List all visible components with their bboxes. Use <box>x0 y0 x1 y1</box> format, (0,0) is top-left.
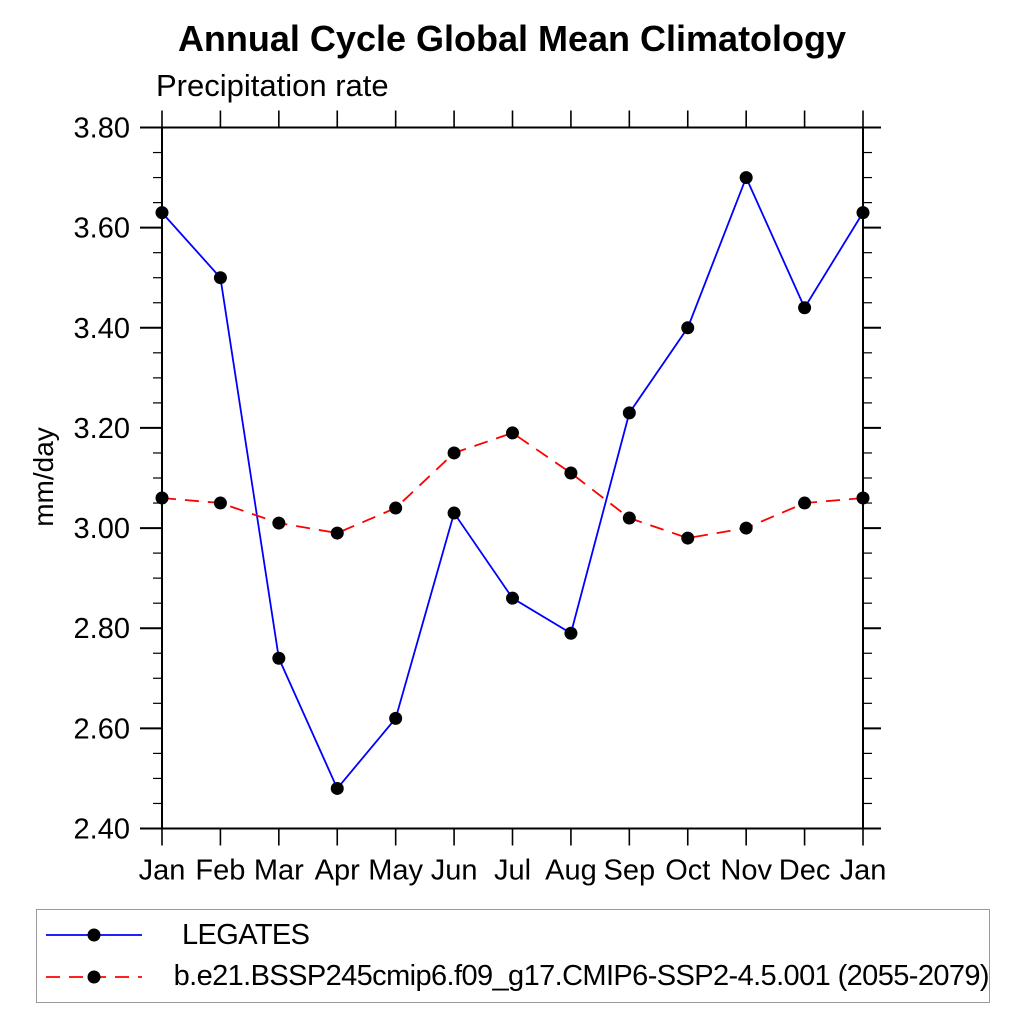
x-tick-label: Apr <box>315 855 360 887</box>
series-1 <box>155 426 870 545</box>
x-tick-label: Jan <box>139 855 186 887</box>
data-point <box>798 496 812 510</box>
x-tick-label: Jan <box>840 855 887 887</box>
data-point <box>330 526 344 540</box>
data-point <box>622 511 636 525</box>
data-point <box>622 406 636 420</box>
y-tick-label: 3.80 <box>74 113 130 145</box>
legend-label-observation: LEGATES <box>182 918 310 951</box>
data-point <box>447 506 461 520</box>
data-point <box>272 651 286 665</box>
x-tick-label: May <box>368 855 423 887</box>
x-tick-label: Aug <box>545 855 597 887</box>
data-point <box>856 491 870 505</box>
series-line-0 <box>161 175 864 791</box>
x-tick-label: Dec <box>779 855 831 887</box>
x-tick-label: Jun <box>431 855 478 887</box>
y-tick-label: 2.40 <box>74 814 130 846</box>
data-point <box>213 496 227 510</box>
legend-line-sample-solid <box>46 928 142 942</box>
y-tick-label: 2.60 <box>74 713 130 745</box>
legend-entry-model: b.e21.BSSP245cmip6.f09_g17.CMIP6-SSP2-4.… <box>42 960 990 993</box>
y-tick-label: 3.20 <box>74 413 130 445</box>
chart-subtitle: Precipitation rate <box>156 68 389 103</box>
data-point <box>506 426 519 440</box>
series-line-1 <box>161 431 864 540</box>
data-point <box>389 501 403 515</box>
x-tick-label: Mar <box>254 855 304 887</box>
x-tick-label: Oct <box>665 855 710 887</box>
data-point <box>389 711 403 725</box>
data-point <box>330 781 344 795</box>
legend-box: LEGATES b.e21.BSSP245cmip6.f09_g17.CMIP6… <box>36 909 990 1003</box>
data-point <box>506 591 519 605</box>
data-point <box>798 301 812 315</box>
legend-entry-observation: LEGATES <box>42 919 989 952</box>
chart-title: Annual Cycle Global Mean Climatology <box>177 18 847 59</box>
data-point <box>739 171 753 185</box>
data-point <box>564 626 578 640</box>
y-axis: 2.40 2.60 2.80 3.00 3.20 3.40 3.60 3.80 <box>74 113 881 846</box>
x-axis: Jan Feb Mar Apr May Jun Jul Aug Sep Oct Nov Dec Jan <box>139 110 887 887</box>
legend-line-sample-dashed <box>46 970 142 984</box>
y-tick-label: 3.40 <box>74 313 130 345</box>
data-point <box>155 491 169 505</box>
x-tick-label: Feb <box>195 855 245 887</box>
data-point <box>447 446 461 460</box>
data-point <box>272 516 286 530</box>
data-point <box>856 206 870 220</box>
data-point <box>681 531 695 545</box>
series-0 <box>155 171 870 795</box>
data-point <box>739 521 753 535</box>
data-point <box>564 466 578 480</box>
y-tick-label: 3.60 <box>74 213 130 245</box>
y-tick-label: 2.80 <box>74 613 130 645</box>
x-tick-label: Jul <box>494 855 531 887</box>
legend-label-model: b.e21.BSSP245cmip6.f09_g17.CMIP6-SSP2-4.… <box>173 960 990 993</box>
data-point <box>681 321 695 335</box>
x-tick-label: Nov <box>720 855 772 887</box>
y-tick-label: 3.00 <box>74 513 130 545</box>
plot-frame <box>161 126 864 830</box>
data-point <box>155 206 169 220</box>
x-tick-label: Sep <box>604 855 656 887</box>
data-point <box>213 271 227 285</box>
